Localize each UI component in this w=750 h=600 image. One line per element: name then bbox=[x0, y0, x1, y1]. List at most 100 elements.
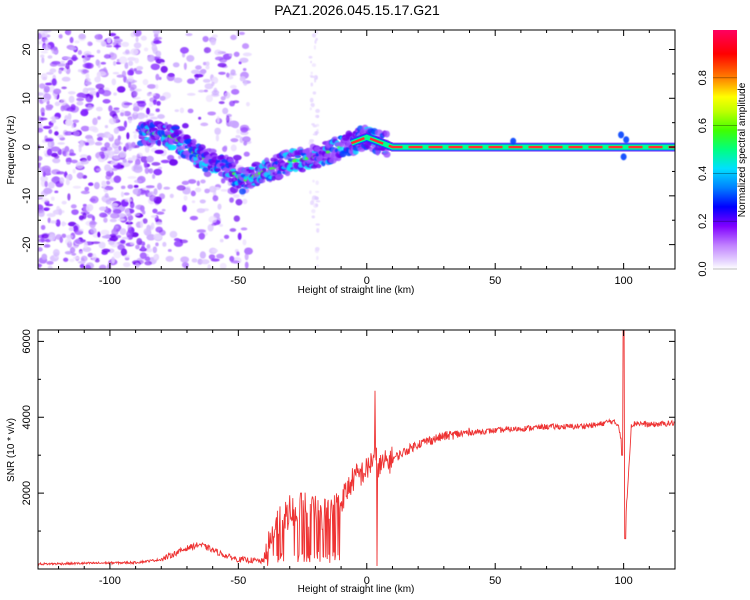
spectrogram-blob bbox=[120, 112, 124, 117]
spectrogram-blob bbox=[168, 144, 178, 150]
spectrogram-y-label: Frequency (Hz) bbox=[6, 116, 17, 185]
spectrogram-blob bbox=[41, 57, 45, 64]
spectrogram-blob bbox=[229, 255, 235, 262]
spectrogram-blob bbox=[218, 71, 226, 75]
spectrogram-blob bbox=[222, 146, 228, 153]
spectrogram-blob bbox=[89, 221, 98, 225]
spectrogram-blob bbox=[76, 101, 84, 106]
spectrogram-blob bbox=[99, 206, 107, 211]
spectrogram-blob bbox=[119, 228, 127, 236]
spectrogram-blob bbox=[310, 60, 313, 64]
spectrogram-blob bbox=[123, 192, 130, 196]
spectrogram-heatmap bbox=[38, 30, 675, 269]
spectrogram-blob bbox=[114, 138, 121, 146]
spectrogram-blob bbox=[110, 212, 120, 219]
spectrogram-blob bbox=[111, 167, 118, 171]
spectrogram-blob bbox=[124, 208, 130, 215]
colorbar-gradient bbox=[713, 30, 737, 269]
spectrogram-blob bbox=[155, 36, 163, 40]
spectrogram-blob bbox=[87, 41, 93, 47]
spectrogram-blob bbox=[237, 232, 242, 241]
spectrogram-blob bbox=[310, 75, 315, 78]
spectrogram-blob bbox=[312, 33, 317, 38]
spectrogram-blob bbox=[236, 185, 242, 189]
spectrogram-blob bbox=[198, 232, 205, 240]
spectrogram-blob bbox=[174, 109, 180, 113]
spectrogram-blob bbox=[110, 160, 118, 166]
spectrogram-blob bbox=[244, 261, 249, 269]
spectrogram-blob bbox=[219, 238, 224, 243]
spectrogram-blob bbox=[68, 227, 74, 232]
spectrogram-blob bbox=[128, 81, 132, 89]
spectrogram-blob bbox=[78, 33, 86, 40]
spectrogram-blob bbox=[123, 120, 128, 128]
spectrogram-blob bbox=[239, 31, 245, 36]
spectrogram-blob bbox=[314, 39, 317, 44]
spectrogram-blob bbox=[80, 255, 88, 262]
spectrogram-blob bbox=[105, 199, 112, 205]
spectrogram-blob bbox=[230, 144, 237, 152]
spectrogram-blob bbox=[133, 164, 143, 171]
spectrogram-blob bbox=[76, 172, 84, 179]
spectrogram-blob bbox=[61, 200, 67, 205]
spectrogram-blob bbox=[105, 180, 111, 185]
spectrogram-blob bbox=[211, 81, 215, 86]
spectrogram-blob bbox=[50, 116, 60, 120]
spectrogram-blob bbox=[311, 123, 315, 126]
spectrogram-blob bbox=[198, 144, 206, 151]
spectrogram-blob bbox=[186, 78, 196, 85]
spectrogram-blob bbox=[109, 110, 117, 117]
spectrogram-blob bbox=[38, 155, 43, 162]
spectrogram-blob bbox=[84, 142, 89, 146]
spectrogram-blob bbox=[264, 157, 270, 164]
spectrogram-blob bbox=[199, 251, 206, 259]
spectrogram-blob bbox=[314, 248, 319, 254]
spectrogram-blob bbox=[137, 101, 147, 107]
spectrogram-blob bbox=[218, 101, 225, 105]
spectrogram-blob bbox=[43, 30, 52, 33]
spectrogram-blob bbox=[95, 59, 100, 66]
spectrogram-blob bbox=[196, 229, 207, 233]
spectrogram-blob bbox=[69, 246, 76, 254]
spectrogram-blob bbox=[67, 59, 73, 66]
spectrogram-blob bbox=[204, 83, 214, 90]
spectrogram-blob bbox=[229, 84, 237, 89]
spectrogram-blob bbox=[102, 99, 111, 104]
spectrogram-blob bbox=[309, 97, 314, 103]
spectrogram-blob bbox=[134, 70, 143, 75]
spectrogram-blob bbox=[231, 121, 240, 129]
spectrogram-blob bbox=[85, 94, 93, 103]
spectrogram-blob bbox=[118, 145, 122, 151]
spectrogram-blob bbox=[87, 104, 93, 111]
spectrogram-blob bbox=[78, 215, 84, 221]
spectrogram-blob bbox=[104, 164, 111, 172]
spectrogram-blob bbox=[145, 185, 155, 189]
spectrogram-blob bbox=[227, 158, 235, 163]
spectrogram-blob bbox=[203, 89, 208, 93]
spectrogram-blob bbox=[40, 175, 49, 182]
spectrogram-blob bbox=[143, 160, 148, 168]
colorbar-tick-label: 0.4 bbox=[697, 166, 709, 181]
spectrogram-blob bbox=[59, 177, 65, 184]
spectrogram-blob bbox=[52, 209, 62, 215]
spectrogram-blob bbox=[38, 127, 44, 133]
spectrogram-blob bbox=[133, 68, 137, 72]
spectrogram-blob bbox=[70, 56, 79, 61]
spectrogram-blob bbox=[148, 168, 154, 174]
spectrogram-blob bbox=[219, 223, 224, 227]
spectrogram-blob bbox=[115, 234, 122, 239]
spectrogram-blob bbox=[231, 161, 238, 166]
spectrogram-blob bbox=[150, 215, 158, 218]
spectrogram-blob bbox=[217, 203, 222, 210]
spectrogram-blob bbox=[146, 107, 151, 115]
spectrogram-blob bbox=[38, 115, 41, 121]
spectrogram-blob bbox=[51, 78, 57, 86]
spectrogram-blob bbox=[155, 108, 160, 113]
spectrogram-blob bbox=[230, 69, 236, 76]
spectrogram-blob bbox=[61, 221, 66, 227]
spectrogram-blob bbox=[219, 262, 227, 269]
spectrogram-blob bbox=[160, 159, 170, 164]
spectrogram-blob bbox=[153, 188, 158, 196]
spectrogram-blob bbox=[50, 47, 57, 52]
spectrogram-blob bbox=[212, 195, 219, 202]
